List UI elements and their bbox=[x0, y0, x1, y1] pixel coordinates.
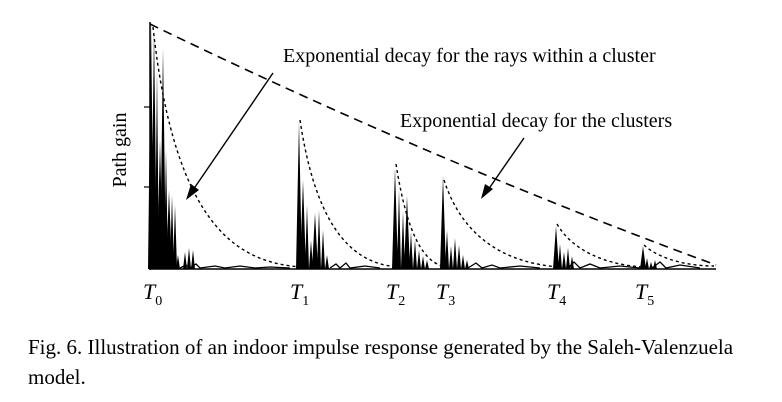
impulse-spike bbox=[151, 30, 157, 269]
impulse-spike bbox=[553, 226, 559, 269]
impulse-spike bbox=[645, 258, 649, 269]
impulse-spike bbox=[425, 260, 429, 269]
clusters-annotation: Exponential decay for the clusters bbox=[400, 110, 672, 132]
impulse-spike bbox=[187, 248, 191, 269]
impulse-spike bbox=[309, 240, 313, 269]
impulse-spike bbox=[300, 180, 306, 269]
ray-decay-curve bbox=[643, 244, 715, 267]
impulse-spike bbox=[305, 205, 309, 269]
impulse-spike bbox=[392, 168, 398, 269]
impulse-spike bbox=[325, 255, 329, 269]
impulse-spike bbox=[461, 255, 465, 269]
rays-annotation-arrow bbox=[192, 72, 274, 191]
clusters-arrowhead bbox=[481, 184, 493, 199]
impulse-spike bbox=[640, 246, 646, 269]
impulse-spike bbox=[317, 210, 321, 269]
tick-label-t3: T3 bbox=[436, 279, 455, 309]
impulse-spike bbox=[191, 250, 195, 269]
impulse-spike bbox=[409, 232, 413, 269]
impulse-spike bbox=[160, 48, 166, 269]
tick-label-t2: T2 bbox=[386, 279, 405, 309]
figure-caption: Fig. 6. Illustration of an indoor impuls… bbox=[28, 335, 734, 389]
impulse-spike bbox=[558, 244, 562, 269]
impulse-spike bbox=[176, 255, 180, 269]
impulse-spike bbox=[421, 256, 425, 269]
impulse-spike bbox=[397, 190, 401, 269]
impulse-spikes bbox=[148, 22, 657, 269]
rays-arrowhead bbox=[186, 184, 199, 200]
tick-label-t1: T1 bbox=[290, 279, 309, 309]
ray-decay-curve bbox=[152, 26, 301, 268]
impulse-spike bbox=[321, 230, 325, 269]
impulse-spike bbox=[404, 196, 410, 269]
impulse-spike bbox=[155, 70, 159, 269]
impulse-spike bbox=[401, 212, 405, 269]
impulse-spike bbox=[453, 238, 457, 269]
impulse-spike bbox=[449, 246, 453, 269]
ray-decay-curve bbox=[556, 223, 646, 268]
impulse-spike bbox=[170, 195, 174, 269]
tick-label-t4: T4 bbox=[547, 279, 566, 309]
ray-decay-curve bbox=[443, 179, 561, 268]
impulse-spike bbox=[173, 205, 177, 269]
tick-label-t5: T5 bbox=[635, 279, 654, 309]
y-axis-label: Path gain bbox=[109, 113, 131, 188]
noise-floor bbox=[179, 261, 701, 269]
impulse-spike bbox=[417, 250, 421, 269]
tick-label-t0: T0 bbox=[143, 279, 162, 309]
impulse-response-diagram: Path gain Exponential decay for the rays… bbox=[109, 22, 717, 309]
impulse-spike bbox=[166, 190, 172, 269]
impulse-spike bbox=[457, 245, 461, 269]
impulse-spike bbox=[465, 260, 469, 269]
impulse-spike bbox=[413, 240, 417, 269]
impulse-spike bbox=[296, 122, 302, 269]
impulse-spike bbox=[312, 213, 318, 269]
impulse-spike bbox=[562, 252, 566, 269]
cluster-decay-envelope bbox=[149, 23, 717, 266]
impulse-spike bbox=[164, 150, 168, 269]
impulse-spike bbox=[445, 230, 449, 269]
impulse-spike bbox=[566, 248, 570, 269]
rays-annotation: Exponential decay for the rays within a … bbox=[283, 45, 656, 67]
clusters-annotation-arrow bbox=[487, 137, 525, 191]
impulse-spike bbox=[440, 176, 446, 269]
